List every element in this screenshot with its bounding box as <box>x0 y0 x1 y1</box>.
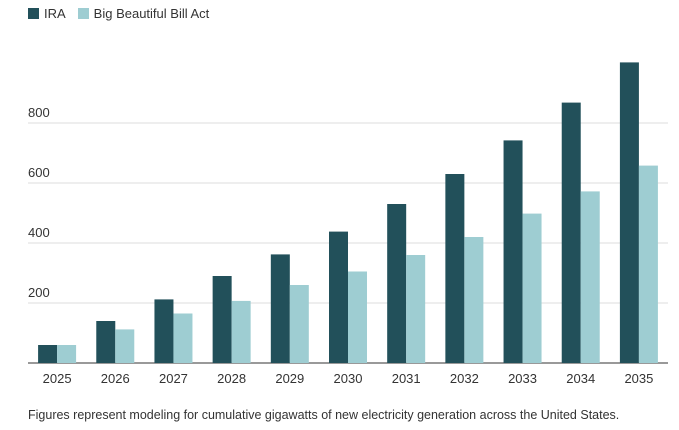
legend-item-bbba: Big Beautiful Bill Act <box>77 6 210 21</box>
bar-bbba-2025 <box>57 345 77 363</box>
x-tick-label-2034: 2034 <box>566 371 595 386</box>
bar-bbba-2026 <box>115 329 135 363</box>
bar-bbba-2035 <box>638 165 658 363</box>
legend-label-bbba: Big Beautiful Bill Act <box>93 6 210 21</box>
x-tick-label-2025: 2025 <box>43 371 72 386</box>
legend-label-ira: IRA <box>44 6 66 21</box>
bar-ira-2033 <box>503 140 523 363</box>
bar-ira-2035 <box>619 62 639 364</box>
bar-ira-2034 <box>561 102 581 363</box>
x-tick-label-2031: 2031 <box>392 371 421 386</box>
legend-item-ira: IRA <box>28 6 66 21</box>
bar-ira-2031 <box>387 204 407 363</box>
bar-ira-2029 <box>270 254 290 363</box>
bar-ira-2027 <box>154 299 174 363</box>
bar-bbba-2031 <box>406 255 426 363</box>
bar-ira-2026 <box>96 321 116 363</box>
x-tick-label-2032: 2032 <box>450 371 479 386</box>
y-tick-label-800: 800 <box>28 105 50 120</box>
y-tick-label-200: 200 <box>28 285 50 300</box>
y-tick-label-600: 600 <box>28 165 50 180</box>
x-tick-label-2028: 2028 <box>217 371 246 386</box>
chart-caption: Figures represent modeling for cumulativ… <box>28 408 620 422</box>
bar-bbba-2028 <box>231 300 251 363</box>
bar-bbba-2030 <box>348 271 367 363</box>
x-tick-label-2026: 2026 <box>101 371 130 386</box>
bar-bbba-2033 <box>522 213 542 363</box>
bar-bbba-2027 <box>173 313 193 363</box>
bar-ira-2030 <box>329 231 348 363</box>
bar-ira-2028 <box>212 276 232 363</box>
bar-ira-2032 <box>445 174 465 363</box>
x-tick-label-2029: 2029 <box>275 371 304 386</box>
y-tick-label-400: 400 <box>28 225 50 240</box>
x-tick-label-2035: 2035 <box>624 371 653 386</box>
chart-legend: IRA Big Beautiful Bill Act <box>28 6 221 21</box>
x-tick-label-2033: 2033 <box>508 371 537 386</box>
x-tick-label-2030: 2030 <box>334 371 363 386</box>
legend-swatch-bbba <box>77 8 89 19</box>
bar-bbba-2029 <box>289 285 309 363</box>
x-tick-label-2027: 2027 <box>159 371 188 386</box>
bar-ira-2025 <box>38 345 58 363</box>
legend-swatch-ira <box>28 8 39 19</box>
bar-bbba-2032 <box>464 237 484 363</box>
bar-chart: 200 400 600 800 2025 2026 2027 2028 2029 2030 2031… <box>28 62 668 386</box>
bar-bbba-2034 <box>580 191 600 363</box>
